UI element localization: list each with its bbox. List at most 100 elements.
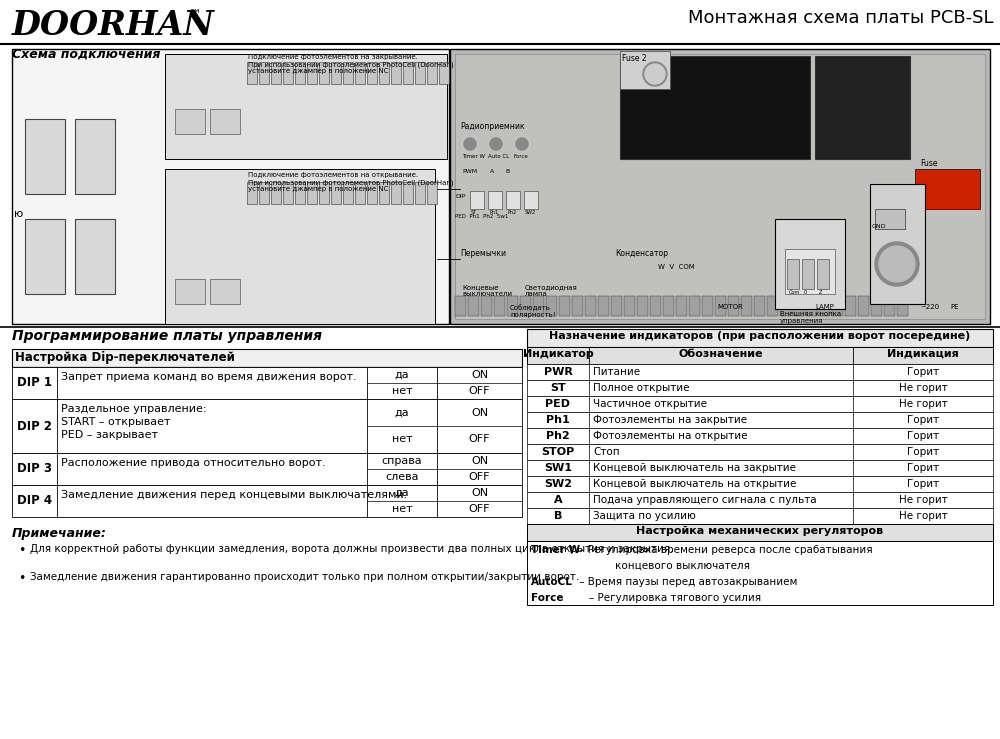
Bar xyxy=(271,62,281,84)
Text: Радиоприемник: Радиоприемник xyxy=(460,122,525,131)
Text: ON: ON xyxy=(471,370,488,380)
Text: OFF: OFF xyxy=(469,435,490,444)
Bar xyxy=(506,191,520,209)
Bar xyxy=(247,182,257,204)
Bar xyxy=(12,49,449,324)
Text: Force: Force xyxy=(531,593,564,603)
Bar xyxy=(319,182,329,204)
Bar xyxy=(527,460,993,476)
Text: Перемычки: Перемычки xyxy=(460,249,506,258)
Bar xyxy=(527,508,993,524)
Text: Конденсатор: Конденсатор xyxy=(615,249,668,258)
Bar xyxy=(355,62,365,84)
Bar xyxy=(832,296,843,316)
Text: MOTOR: MOTOR xyxy=(717,304,743,310)
Text: Частичное открытие: Частичное открытие xyxy=(593,399,707,409)
Bar xyxy=(343,62,353,84)
Text: нет: нет xyxy=(392,386,412,396)
Text: Ph1: Ph1 xyxy=(546,415,570,425)
Text: Примечание:: Примечание: xyxy=(12,527,107,540)
Text: Auto CL: Auto CL xyxy=(488,154,509,159)
Bar xyxy=(871,296,882,316)
Bar xyxy=(741,296,752,316)
Bar xyxy=(527,396,993,412)
Bar xyxy=(271,182,281,204)
Text: PED: PED xyxy=(546,399,570,409)
Text: Timer W: Timer W xyxy=(462,154,485,159)
Bar xyxy=(806,296,817,316)
Bar xyxy=(845,296,856,316)
Bar xyxy=(391,62,401,84)
Bar xyxy=(775,219,845,309)
Text: SW1: SW1 xyxy=(544,463,572,473)
Text: Fuse: Fuse xyxy=(920,159,938,168)
Bar xyxy=(689,296,700,316)
Bar xyxy=(367,182,377,204)
Bar xyxy=(331,62,341,84)
Bar xyxy=(427,182,437,204)
Text: PE: PE xyxy=(951,304,959,310)
Text: Не горит: Не горит xyxy=(899,495,947,505)
Bar xyxy=(897,296,908,316)
Bar xyxy=(75,219,115,294)
Bar xyxy=(676,296,687,316)
Bar xyxy=(527,329,993,347)
Bar xyxy=(481,296,492,316)
Bar xyxy=(527,364,993,380)
Text: Fuse 2: Fuse 2 xyxy=(622,54,647,63)
Bar xyxy=(819,296,830,316)
Bar xyxy=(319,62,329,84)
Text: Фотоэлементы на закрытие: Фотоэлементы на закрытие xyxy=(593,415,747,425)
Text: Настройка механических регуляторов: Настройка механических регуляторов xyxy=(636,526,884,536)
Bar xyxy=(884,296,895,316)
Text: Монтажная схема платы PCB-SL: Монтажная схема платы PCB-SL xyxy=(688,9,993,27)
Text: концевого выключателя: концевого выключателя xyxy=(576,561,750,571)
Text: Force: Force xyxy=(514,154,529,159)
Bar xyxy=(367,62,377,84)
Bar xyxy=(12,399,522,453)
Text: DIP 1: DIP 1 xyxy=(17,376,52,389)
Text: Горит: Горит xyxy=(907,479,939,489)
Bar xyxy=(295,62,305,84)
Text: DOORHAN: DOORHAN xyxy=(12,9,215,42)
Text: ST: ST xyxy=(471,210,477,215)
Bar xyxy=(25,119,65,194)
Bar xyxy=(585,296,596,316)
Text: Концевой выключатель на закрытие: Концевой выключатель на закрытие xyxy=(593,463,796,473)
Bar xyxy=(12,349,522,367)
Text: ON: ON xyxy=(471,407,488,418)
Text: Соблюдать
полярность!: Соблюдать полярность! xyxy=(510,304,556,318)
Text: A: A xyxy=(554,495,562,505)
Text: Замедление движения гарантированно происходит только при полном открытии/закрыти: Замедление движения гарантированно проис… xyxy=(30,572,579,582)
Text: OFF: OFF xyxy=(469,504,490,514)
Circle shape xyxy=(516,138,528,150)
Text: Подача управляющего сигнала с пульта: Подача управляющего сигнала с пульта xyxy=(593,495,817,505)
Text: Раздельное управление:: Раздельное управление: xyxy=(61,404,207,414)
Text: GND: GND xyxy=(872,224,887,229)
Bar xyxy=(527,524,993,541)
Bar xyxy=(403,62,413,84)
Text: Индикатор: Индикатор xyxy=(523,349,593,359)
Text: ~220: ~220 xyxy=(920,304,940,310)
Bar xyxy=(527,444,993,460)
Bar xyxy=(355,182,365,204)
Bar xyxy=(802,259,814,289)
Text: Не горит: Не горит xyxy=(899,383,947,393)
Bar xyxy=(620,51,670,89)
Text: Горит: Горит xyxy=(907,367,939,377)
Text: Расположение привода относительно ворот.: Расположение привода относительно ворот. xyxy=(61,458,326,468)
Text: OFF: OFF xyxy=(469,472,490,482)
Text: Стоп: Стоп xyxy=(593,447,620,457)
Circle shape xyxy=(464,138,476,150)
Text: DIP: DIP xyxy=(455,194,465,199)
Text: •: • xyxy=(18,572,25,585)
Bar xyxy=(767,296,778,316)
Text: – Регулировка времени реверса после срабатывания: – Регулировка времени реверса после сраб… xyxy=(576,545,873,555)
Text: Схема подключения: Схема подключения xyxy=(12,48,160,61)
Text: START – открывает: START – открывает xyxy=(61,417,170,427)
Text: да: да xyxy=(395,407,409,418)
Bar xyxy=(470,191,484,209)
Bar xyxy=(870,184,925,304)
Bar xyxy=(875,209,905,229)
Text: Замедление движения перед концевыми выключателями.: Замедление движения перед концевыми выкл… xyxy=(61,490,407,500)
